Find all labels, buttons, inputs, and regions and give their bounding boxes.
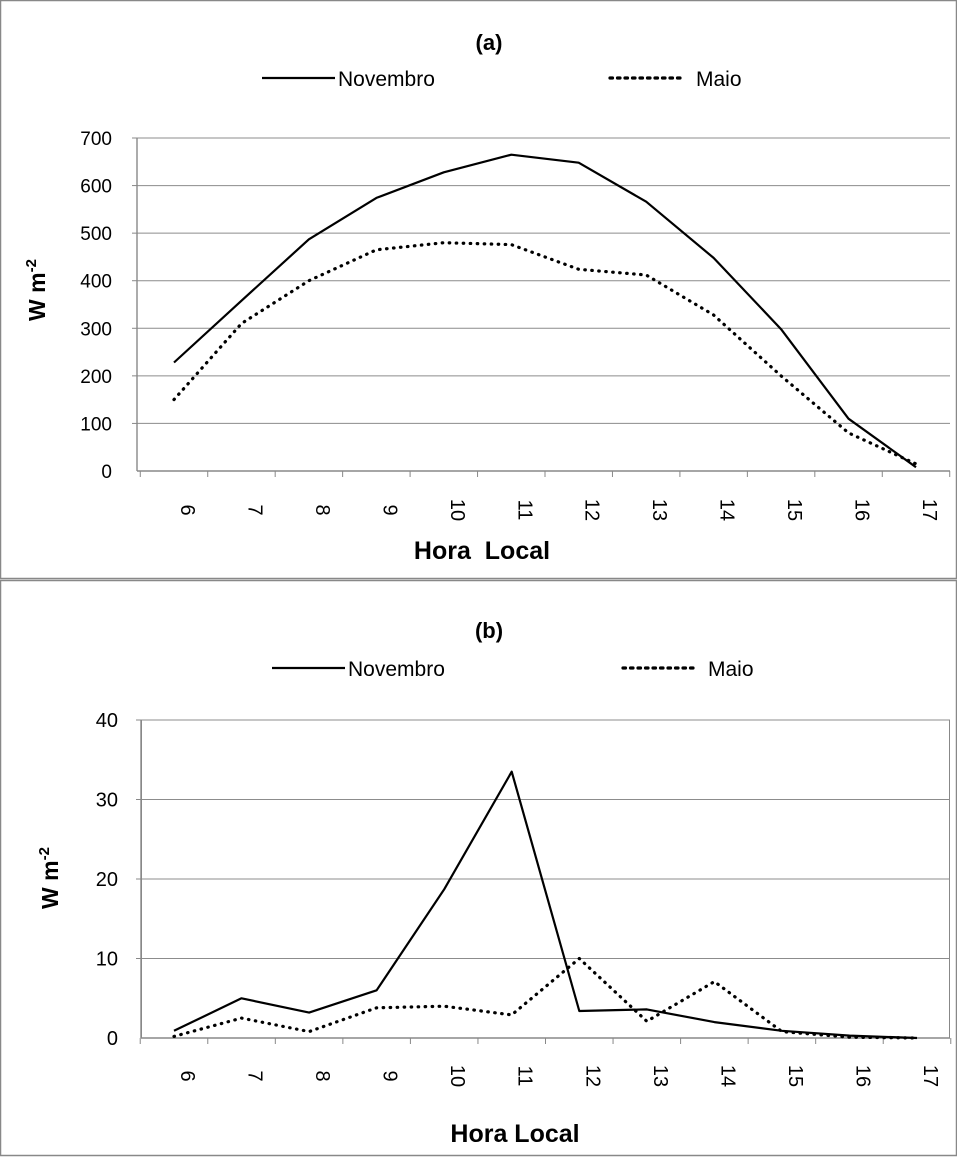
y-axis-label: W m-2 (36, 847, 63, 909)
x-tick-label: 10 (446, 499, 468, 521)
y-tick-label: 0 (107, 1028, 118, 1050)
gridlines (132, 137, 950, 472)
legend-label-novembro: Novembro (338, 68, 435, 91)
x-tick-label: 16 (851, 499, 873, 521)
y-tick-label: 100 (80, 414, 112, 435)
x-axis-label: Hora Local (450, 1120, 579, 1148)
chart-title: (b) (475, 618, 503, 643)
x-tick-label: 9 (378, 504, 400, 515)
x-axis (136, 138, 951, 477)
x-tick-label: 16 (851, 1065, 873, 1087)
x-tick-label: 13 (648, 499, 670, 521)
legend: Novembro Maio (272, 658, 754, 681)
x-tick-label: 17 (918, 499, 940, 521)
x-tick-label: 13 (649, 1065, 671, 1087)
y-tick-label: 400 (80, 272, 112, 293)
x-tick-label: 15 (783, 499, 805, 521)
y-tick-label: 40 (96, 710, 118, 732)
legend-label-novembro: Novembro (348, 658, 445, 681)
x-tick-label: 9 (379, 1070, 401, 1081)
x-tick-label: 10 (446, 1065, 468, 1087)
series-line-maio (172, 241, 918, 466)
x-tick-label: 7 (244, 1070, 266, 1081)
chart-title: (a) (476, 30, 503, 55)
chart-panel-a: (a) Novembro Maio 0 100 200 300 400 500 600 700… (0, 0, 957, 580)
y-tick-label: 200 (80, 367, 112, 388)
series-line-maio (172, 956, 919, 1040)
x-tick-label: 7 (243, 504, 265, 515)
series-lines (172, 770, 919, 1040)
series-lines (172, 153, 918, 469)
y-tick-label: 600 (80, 177, 112, 198)
y-tick-label: 10 (96, 949, 118, 971)
x-tick-label: 12 (581, 499, 603, 521)
y-tick-label: 700 (80, 129, 112, 150)
x-tick-label: 17 (919, 1065, 941, 1087)
legend-label-maio: Maio (708, 658, 754, 681)
y-tick-label: 500 (80, 224, 112, 245)
x-tick-label: 14 (716, 1065, 738, 1087)
x-tick-label: 6 (176, 1070, 198, 1081)
series-line-novembro (173, 153, 917, 469)
y-tick-label: 300 (80, 319, 112, 340)
y-axis-label: W m-2 (23, 259, 50, 321)
legend-label-maio: Maio (696, 68, 742, 91)
x-tick-label: 12 (581, 1065, 603, 1087)
x-tick-label: 8 (311, 1070, 333, 1081)
y-tick-labels: 0 100 200 300 400 500 600 700 (80, 129, 112, 483)
y-tick-label: 0 (101, 462, 112, 483)
x-tick-labels: 6 7 8 9 10 11 12 13 14 15 16 17 (176, 1065, 941, 1087)
x-tick-labels: 6 7 8 9 10 11 12 13 14 15 16 17 (176, 499, 940, 521)
y-tick-label: 20 (96, 869, 118, 891)
x-tick-label: 14 (716, 499, 738, 521)
y-tick-labels: 0 10 20 30 40 (96, 710, 118, 1050)
x-axis-label: Hora Local (414, 537, 550, 565)
x-axis (139, 720, 952, 1044)
x-tick-label: 6 (176, 504, 198, 515)
x-tick-label: 11 (513, 500, 535, 521)
x-tick-label: 15 (784, 1065, 806, 1087)
x-tick-label: 11 (514, 1066, 536, 1087)
chart-panel-b: (b) Novembro Maio 0 10 20 30 40 6 7 8 9 10 11 12 13… (0, 579, 957, 1157)
legend: Novembro Maio (262, 68, 742, 91)
y-tick-label: 30 (96, 790, 118, 812)
x-tick-label: 8 (311, 504, 333, 515)
